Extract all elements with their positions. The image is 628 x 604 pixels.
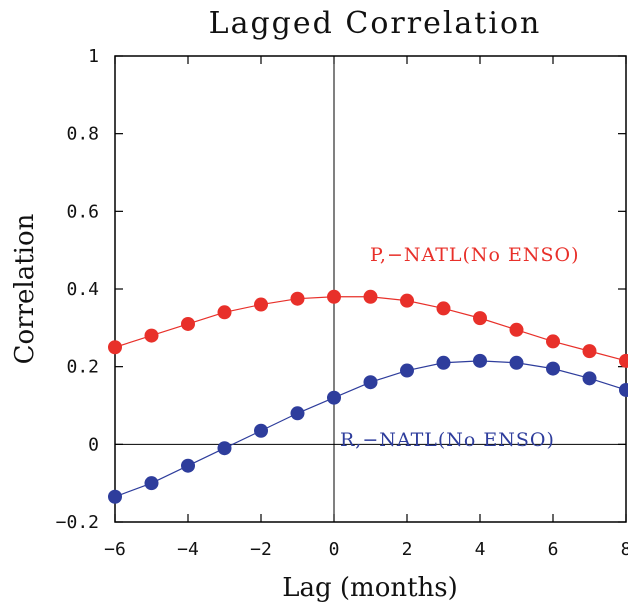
data-point <box>436 355 451 370</box>
x-tick-label: 6 <box>548 539 559 560</box>
data-point <box>582 344 597 359</box>
data-point <box>473 311 487 326</box>
data-point <box>400 363 414 378</box>
y-tick-label: 0.6 <box>66 201 99 222</box>
x-tick-label: 4 <box>475 539 486 560</box>
data-point <box>619 353 628 368</box>
y-tick-label: 0.2 <box>66 357 99 378</box>
data-point <box>509 322 524 337</box>
data-point <box>254 423 268 438</box>
x-tick-label: 0 <box>329 539 340 560</box>
x-tick-label: −6 <box>104 539 126 560</box>
data-point <box>144 328 159 343</box>
y-tick-label: 0.8 <box>66 124 99 145</box>
data-point <box>473 353 487 368</box>
data-point <box>582 371 597 386</box>
data-point <box>619 382 628 397</box>
y-tick-label: −0.2 <box>56 512 99 533</box>
series-1 <box>108 353 628 504</box>
data-point <box>546 334 560 349</box>
data-point <box>217 305 232 320</box>
y-axis-label: Correlation <box>10 213 40 364</box>
series-layer <box>108 289 628 504</box>
data-point <box>217 441 232 456</box>
y-tick-label: 1 <box>88 46 99 67</box>
data-point <box>290 406 305 421</box>
data-point <box>400 293 414 308</box>
y-tick-label: 0.4 <box>66 279 99 300</box>
data-point <box>509 355 524 370</box>
y-tick-label: 0 <box>88 434 99 455</box>
data-point <box>436 301 451 316</box>
data-point <box>108 489 122 504</box>
series-label-p-natl: P,−NATL(No ENSO) <box>370 244 580 266</box>
x-tick-label: 2 <box>402 539 413 560</box>
data-point <box>363 289 378 304</box>
data-point <box>108 340 122 355</box>
data-point <box>327 289 341 304</box>
data-point <box>290 291 305 306</box>
x-tick-label: −4 <box>177 539 199 560</box>
data-point <box>181 458 195 473</box>
data-point <box>546 361 560 376</box>
series-0 <box>108 289 628 368</box>
data-point <box>181 316 195 331</box>
x-axis-label: Lag (months) <box>282 573 458 603</box>
reference-lines <box>115 56 626 522</box>
data-point <box>363 375 378 390</box>
data-point <box>144 476 159 491</box>
data-point <box>254 297 268 312</box>
axis-ticks <box>114 55 627 523</box>
tick-labels: −6 −4 −2 0 2 4 6 8 −0.2 0 0.2 0.4 0.6 0.8 1 <box>56 46 628 560</box>
plot-frame <box>114 55 627 523</box>
series-label-r-natl: R,−NATL(No ENSO) <box>340 429 555 451</box>
data-point <box>327 390 341 405</box>
x-tick-label: −2 <box>250 539 272 560</box>
chart-title: Lagged Correlation <box>209 6 542 41</box>
x-tick-label: 8 <box>621 539 628 560</box>
